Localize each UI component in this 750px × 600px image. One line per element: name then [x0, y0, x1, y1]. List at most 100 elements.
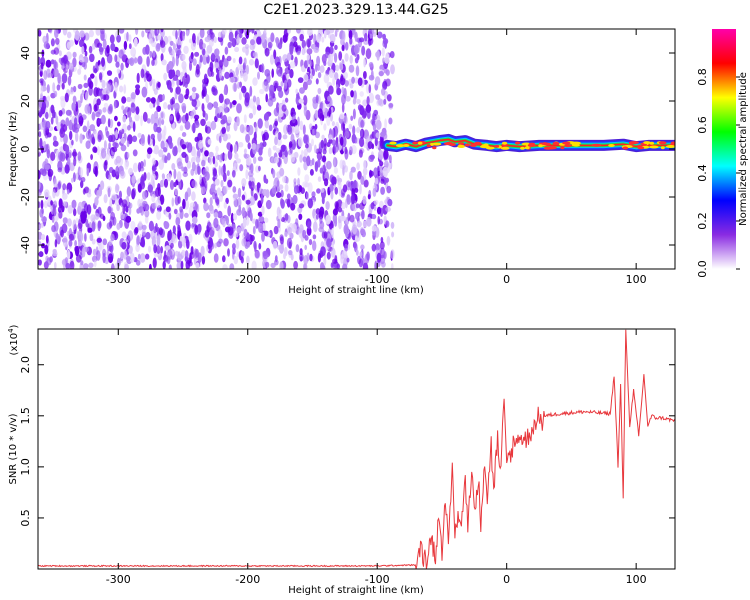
noise-blob [253, 131, 257, 141]
noise-blob [338, 51, 343, 61]
noise-blob [64, 92, 69, 103]
noise-blob [252, 77, 258, 86]
noise-blob [258, 165, 261, 172]
noise-blob [384, 39, 388, 49]
noise-blob [115, 129, 118, 140]
noise-blob [280, 144, 286, 152]
noise-blob [199, 174, 202, 185]
noise-blob [275, 37, 280, 44]
noise-blob [189, 202, 195, 208]
noise-blob [77, 68, 82, 75]
noise-blob [248, 170, 254, 178]
noise-blob [385, 78, 391, 87]
noise-blob [107, 174, 112, 181]
noise-blob [65, 262, 71, 269]
noise-blob [349, 146, 353, 156]
noise-blob [201, 255, 206, 265]
noise-blob [191, 98, 197, 107]
noise-blob [77, 201, 83, 212]
y-tick-label: 1.5 [19, 407, 32, 425]
noise-blob [75, 101, 78, 112]
colorbar-tick-label: 0.4 [696, 164, 709, 182]
noise-blob [232, 213, 238, 221]
noise-blob [332, 213, 338, 224]
noise-blob [262, 222, 266, 232]
noise-blob [151, 194, 156, 203]
noise-blob [117, 121, 121, 127]
noise-blob [381, 47, 385, 57]
figure-title: C2E1.2023.329.13.44.G25 [263, 2, 448, 18]
noise-blob [82, 125, 88, 133]
spectrogram-y-ticks: -40 -20 0 20 40 [19, 46, 675, 254]
noise-blob [135, 87, 140, 96]
noise-blob [67, 75, 72, 86]
noise-blob [360, 175, 365, 185]
noise-blob [108, 142, 111, 150]
signal-ridge [382, 133, 675, 153]
noise-blob [65, 117, 70, 127]
noise-blob [88, 188, 91, 195]
colorbar-ticks: 0.0 0.2 0.4 0.6 0.8 [696, 68, 740, 278]
signal-ridge-spot [571, 141, 581, 145]
signal-ridge-spot [432, 142, 442, 146]
noise-blob [315, 214, 319, 220]
noise-blob [241, 37, 247, 45]
noise-blob [330, 113, 333, 122]
noise-blob [145, 231, 151, 240]
noise-blob [280, 217, 286, 223]
noise-blob [71, 102, 76, 112]
noise-blob [376, 206, 382, 215]
noise-blob [318, 226, 325, 233]
colorbar-label: Normalized spectral amplitude [738, 72, 749, 226]
noise-blob [137, 253, 141, 260]
noise-blob [328, 69, 334, 79]
noise-blob [224, 98, 231, 105]
noise-blob [209, 208, 215, 214]
noise-blob [181, 144, 187, 150]
noise-blob [178, 179, 181, 189]
noise-blob [115, 184, 120, 191]
noise-blob [372, 214, 377, 220]
noise-blob [350, 115, 354, 121]
noise-blob [161, 119, 165, 125]
noise-blob [96, 98, 101, 106]
noise-blob [272, 169, 276, 179]
noise-blob [148, 245, 152, 253]
noise-blob [279, 167, 285, 177]
noise-blob [264, 47, 270, 57]
noise-blob [74, 246, 78, 253]
noise-blob [250, 235, 255, 242]
noise-blob [175, 69, 181, 78]
noise-blob [351, 224, 358, 234]
noise-blob [165, 206, 171, 213]
noise-blob [299, 87, 305, 94]
noise-blob [274, 120, 278, 127]
noise-blob [276, 61, 281, 69]
noise-blob [359, 105, 365, 116]
noise-blob [145, 253, 150, 260]
noise-blob [114, 115, 118, 122]
noise-blob [94, 130, 98, 141]
signal-ridge-spot [479, 145, 490, 149]
noise-blob [246, 203, 251, 211]
noise-blob [214, 62, 220, 69]
signal-ridge-spot [500, 146, 510, 150]
noise-blob [326, 238, 332, 248]
signal-ridge-spot [501, 141, 508, 145]
noise-blob [283, 124, 289, 135]
noise-blob [265, 261, 270, 268]
signal-ridge-spot [426, 144, 431, 148]
noise-blob [348, 30, 353, 40]
noise-blob [129, 252, 135, 263]
noise-blob [84, 246, 90, 252]
noise-blob [360, 228, 366, 235]
noise-blob [368, 74, 375, 81]
noise-blob [204, 51, 209, 58]
noise-blob [274, 82, 278, 89]
noise-blob [209, 237, 213, 248]
noise-blob [78, 112, 83, 122]
noise-blob [172, 43, 176, 51]
noise-blob [280, 199, 285, 209]
noise-blob [265, 178, 269, 184]
noise-blob [40, 92, 43, 101]
